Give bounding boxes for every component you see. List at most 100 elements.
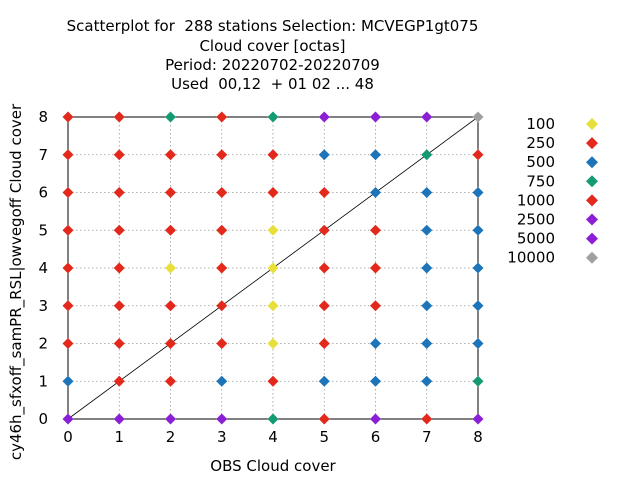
data-point: [370, 375, 381, 387]
chart-title-line-1: Scatterplot for 288 stations Selection: …: [66, 17, 479, 35]
y-tick-label: 2: [38, 335, 48, 353]
data-point: [165, 111, 176, 123]
data-point: [113, 413, 125, 425]
y-tick-label: 4: [38, 259, 48, 277]
data-point: [421, 338, 433, 349]
data-point: [421, 262, 433, 274]
data-point: [472, 187, 484, 198]
data-point: [62, 375, 74, 387]
legend-label: 500: [526, 153, 555, 171]
y-axis-ticks: 0 1 2 3 4 5 6 7 8: [38, 108, 48, 428]
data-point: [472, 149, 484, 161]
data-point: [318, 300, 330, 312]
data-point: [318, 338, 330, 349]
data-point: [267, 187, 279, 198]
data-point: [267, 111, 279, 123]
data-point: [267, 300, 279, 312]
legend-marker: [586, 232, 598, 245]
data-point: [113, 300, 125, 312]
data-point: [216, 187, 228, 198]
data-point: [113, 338, 125, 349]
x-tick-label: 2: [166, 428, 176, 446]
data-point: [165, 262, 176, 274]
data-point: [165, 375, 176, 387]
y-axis-label: cy46h_sfxoff_samPR_RSL|owvegoff Cloud co…: [7, 103, 26, 460]
data-point: [62, 187, 74, 198]
x-axis-label: OBS Cloud cover: [210, 457, 336, 475]
x-tick-label: 8: [473, 428, 483, 446]
data-point: [421, 149, 433, 161]
data-point: [113, 375, 125, 387]
data-point: [421, 187, 433, 198]
legend-marker: [586, 118, 598, 130]
data-point: [165, 149, 176, 161]
y-tick-label: 7: [38, 146, 48, 164]
data-point: [113, 187, 125, 198]
data-point: [165, 187, 176, 198]
x-axis-ticks: 0 1 2 3 4 5 6 7 8: [63, 428, 483, 446]
x-tick-label: 7: [422, 428, 432, 446]
data-point: [318, 262, 330, 274]
legend-label: 10000: [507, 249, 555, 267]
data-point: [216, 375, 228, 387]
legend-marker: [586, 137, 598, 150]
data-point: [113, 149, 125, 161]
chart-title-line-3: Period: 20220702-20220709: [165, 56, 380, 74]
legend-label: 250: [526, 134, 555, 152]
data-point: [216, 149, 228, 161]
data-point: [267, 224, 279, 236]
data-point: [165, 224, 176, 236]
data-point: [216, 262, 228, 274]
data-point: [318, 111, 330, 123]
data-point: [472, 224, 484, 236]
data-point: [370, 262, 381, 274]
data-point: [165, 338, 176, 349]
data-points: [62, 111, 484, 425]
data-point: [62, 300, 74, 312]
data-point: [165, 413, 176, 425]
data-point: [216, 413, 228, 425]
data-point: [267, 262, 279, 274]
legend-label: 750: [526, 172, 555, 190]
data-point: [370, 338, 381, 349]
data-point: [62, 111, 74, 123]
chart-title-line-2: Cloud cover [octas]: [199, 37, 346, 55]
data-point: [267, 413, 279, 425]
x-tick-label: 0: [63, 428, 73, 446]
data-point: [216, 111, 228, 123]
data-point: [318, 224, 330, 236]
legend-marker: [586, 213, 598, 226]
legend-marker: [586, 156, 598, 169]
y-tick-label: 5: [38, 221, 48, 239]
data-point: [421, 413, 433, 425]
data-point: [62, 224, 74, 236]
data-point: [472, 262, 484, 274]
data-point: [216, 300, 228, 312]
data-point: [318, 413, 330, 425]
data-point: [421, 300, 433, 312]
x-tick-label: 3: [217, 428, 227, 446]
legend-marker: [586, 194, 598, 207]
legend-label: 1000: [517, 191, 555, 209]
y-tick-label: 0: [38, 410, 48, 428]
data-point: [370, 111, 381, 123]
data-point: [472, 413, 484, 425]
data-point: [267, 338, 279, 349]
legend-label: 2500: [517, 211, 555, 229]
x-tick-label: 1: [114, 428, 124, 446]
data-point: [216, 338, 228, 349]
chart-title-line-4: Used 00,12 + 01 02 ... 48: [171, 75, 374, 93]
x-tick-label: 6: [371, 428, 381, 446]
legend-label: 100: [526, 115, 555, 133]
legend-label: 5000: [517, 230, 555, 248]
data-point: [165, 300, 176, 312]
data-point: [62, 149, 74, 161]
y-tick-label: 1: [38, 372, 48, 390]
legend-marker: [586, 175, 598, 188]
data-point: [370, 149, 381, 161]
y-tick-label: 8: [38, 108, 48, 126]
data-point: [113, 111, 125, 123]
data-point: [267, 149, 279, 161]
data-point: [421, 224, 433, 236]
